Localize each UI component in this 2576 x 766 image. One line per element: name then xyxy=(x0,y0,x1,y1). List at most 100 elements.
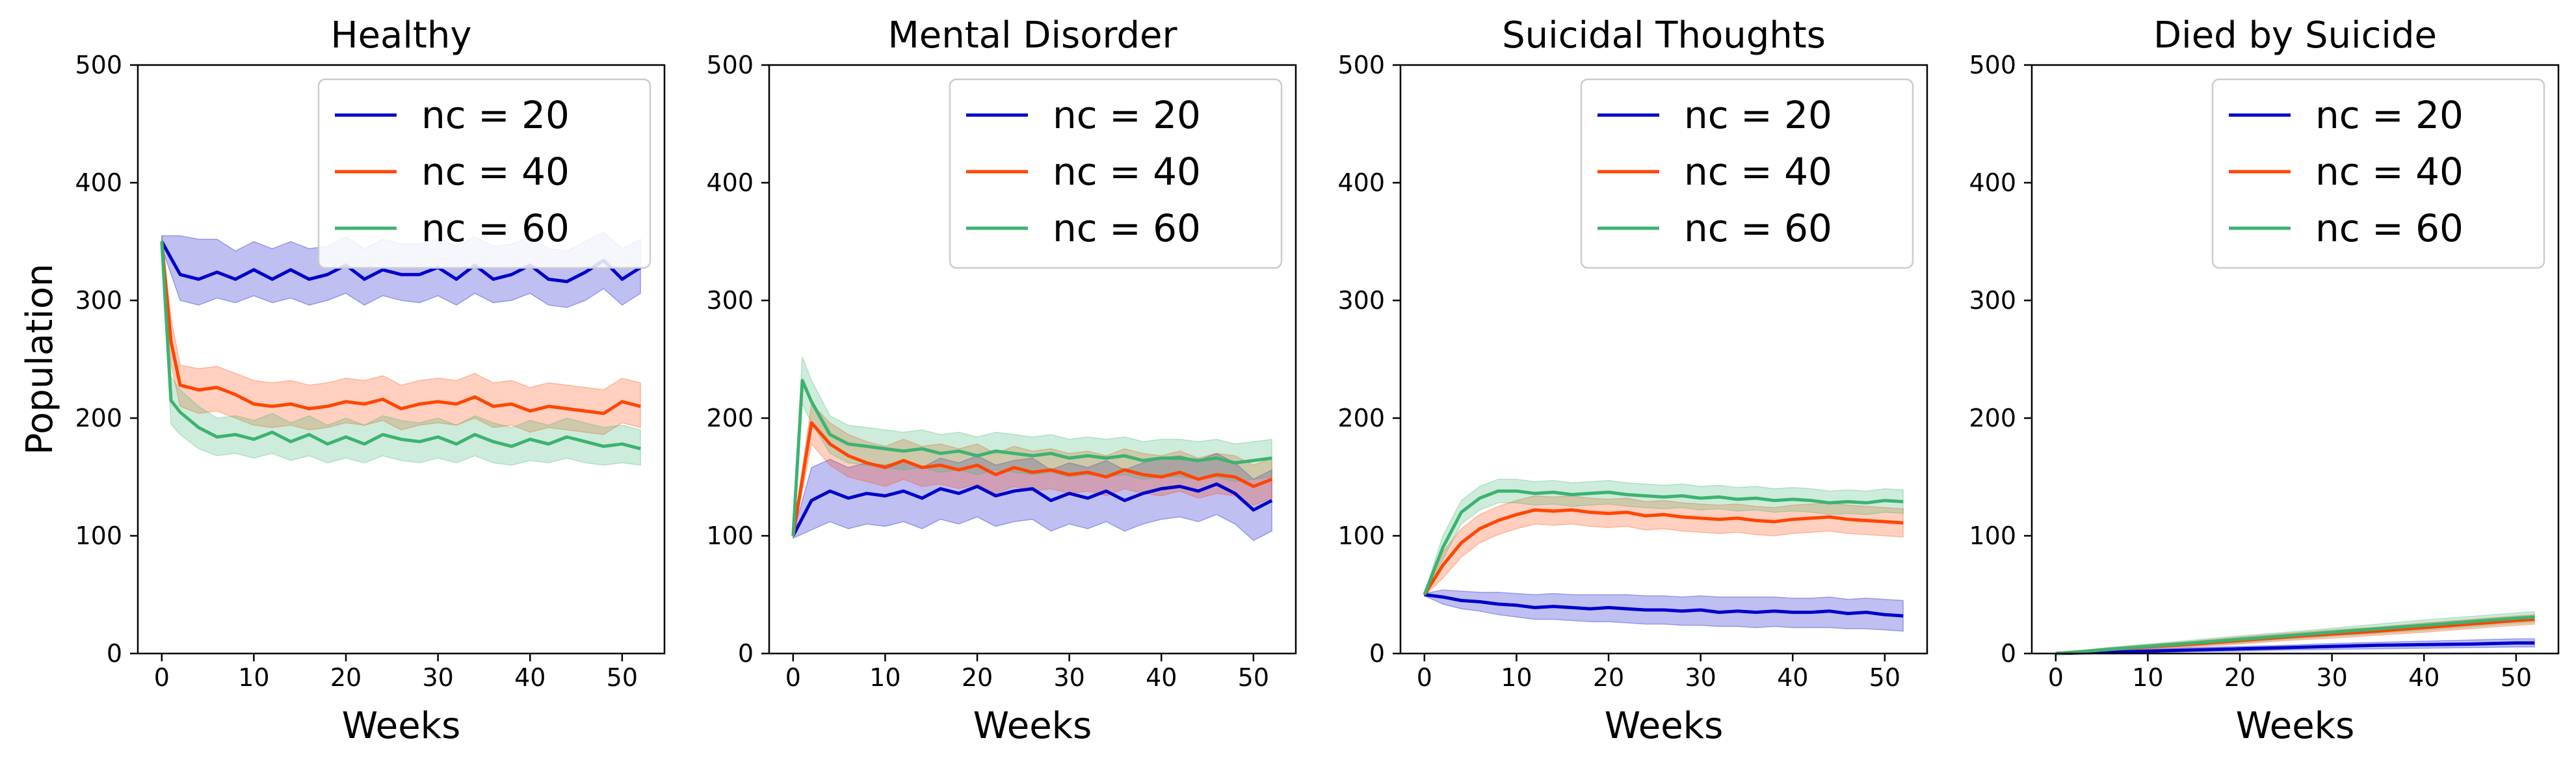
x-axis-label: Weeks xyxy=(973,705,1092,747)
y-tick-label: 500 xyxy=(1337,51,1385,79)
x-tick-label: 30 xyxy=(1053,663,1084,692)
x-tick-label: 0 xyxy=(1417,663,1432,692)
axes-frame xyxy=(2031,64,2560,655)
series-line-3 xyxy=(791,378,1272,536)
x-tick-label: 10 xyxy=(2132,663,2163,692)
legend: nc = 20 nc = 40 nc = 60 xyxy=(949,78,1283,269)
series-line-3 xyxy=(2055,615,2535,655)
confidence-band-series-3 xyxy=(793,356,1272,538)
x-axis-label: Weeks xyxy=(1605,705,1724,747)
x-tick-label: 10 xyxy=(238,663,269,692)
legend-label: nc = 20 xyxy=(421,93,570,137)
y-tick-label: 100 xyxy=(1337,522,1385,550)
y-tick-label: 100 xyxy=(706,522,754,550)
legend: nc = 20 nc = 40 nc = 60 xyxy=(317,78,651,269)
x-tick-label: 30 xyxy=(2316,663,2347,692)
legend-label: nc = 40 xyxy=(421,150,570,194)
x-axis-label: Weeks xyxy=(2236,705,2355,747)
x-tick-label: 50 xyxy=(607,663,638,692)
y-tick-label: 100 xyxy=(1969,522,2016,550)
legend-label: nc = 60 xyxy=(1053,206,1201,250)
y-tick-label: 500 xyxy=(706,51,754,79)
y-tick-label: 200 xyxy=(1969,404,2016,432)
y-tick-label: 400 xyxy=(75,168,122,197)
series-line-2 xyxy=(791,421,1273,536)
y-tick-label: 400 xyxy=(706,168,754,197)
series-line-1 xyxy=(1424,593,1904,618)
axes-frame xyxy=(768,64,1297,655)
axes-frame xyxy=(137,64,666,655)
x-tick-label: 30 xyxy=(422,663,453,692)
series-line-1 xyxy=(160,241,642,284)
y-tick-label: 0 xyxy=(1369,639,1385,668)
chart-panel-1: 0 10 20 30 40 500100200300400500HealthyWeeksP… xyxy=(19,14,666,747)
y-tick-label: 300 xyxy=(1969,286,2016,315)
chart-title: Healthy xyxy=(330,14,471,57)
legend-label: nc = 60 xyxy=(1684,206,1832,250)
series-line-2 xyxy=(160,241,641,416)
y-tick-label: 0 xyxy=(107,639,122,668)
chart-title: Died by Suicide xyxy=(2153,14,2437,57)
x-tick-label: 50 xyxy=(1869,663,1900,692)
legend-box xyxy=(1580,78,1914,269)
y-tick-label: 300 xyxy=(75,286,122,315)
y-tick-label: 500 xyxy=(1969,51,2016,79)
y-tick-label: 200 xyxy=(706,404,754,432)
axes-frame xyxy=(1399,64,1928,655)
legend-box xyxy=(2211,78,2545,269)
legend-label: nc = 20 xyxy=(1684,93,1832,137)
x-tick-label: 10 xyxy=(869,663,900,692)
x-tick-label: 30 xyxy=(1685,663,1716,692)
y-tick-label: 200 xyxy=(75,404,122,432)
x-tick-label: 0 xyxy=(154,663,170,692)
x-tick-label: 10 xyxy=(1501,663,1532,692)
legend-label: nc = 60 xyxy=(421,206,570,250)
x-tick-label: 50 xyxy=(2501,663,2532,692)
legend-box xyxy=(317,78,651,269)
y-tick-label: 300 xyxy=(1337,286,1385,315)
x-tick-label: 40 xyxy=(1777,663,1808,692)
x-tick-label: 40 xyxy=(2408,663,2439,692)
y-tick-label: 500 xyxy=(75,51,122,79)
legend: nc = 20 nc = 40 nc = 60 xyxy=(1580,78,1914,269)
x-axis-label: Weeks xyxy=(342,705,461,747)
y-tick-label: 0 xyxy=(2001,639,2016,668)
legend-label: nc = 20 xyxy=(2315,93,2464,137)
legend-label: nc = 20 xyxy=(1053,93,1201,137)
x-tick-label: 20 xyxy=(962,663,993,692)
series-line-1 xyxy=(2055,641,2535,655)
legend-box xyxy=(949,78,1283,269)
y-tick-label: 400 xyxy=(1969,168,2016,197)
x-tick-label: 20 xyxy=(2224,663,2255,692)
y-tick-label: 200 xyxy=(1337,404,1385,432)
y-tick-label: 0 xyxy=(738,639,754,668)
x-tick-label: 50 xyxy=(1238,663,1269,692)
series-line-3 xyxy=(1423,489,1904,596)
y-tick-label: 400 xyxy=(1337,168,1385,197)
y-tick-label: 300 xyxy=(706,286,754,315)
series-line-1 xyxy=(791,482,1273,537)
x-tick-label: 20 xyxy=(1593,663,1624,692)
x-tick-label: 40 xyxy=(1146,663,1177,692)
series-line-2 xyxy=(1423,508,1904,596)
legend-label: nc = 40 xyxy=(1053,150,1201,194)
chart-title: Suicidal Thoughts xyxy=(1502,14,1826,57)
legend-label: nc = 60 xyxy=(2315,206,2464,250)
legend: nc = 20 nc = 40 nc = 60 xyxy=(2211,78,2545,269)
y-axis-label: Population xyxy=(19,263,61,455)
x-tick-label: 0 xyxy=(2048,663,2064,692)
y-tick-label: 100 xyxy=(75,522,122,550)
x-tick-label: 0 xyxy=(785,663,801,692)
confidence-band-series-2 xyxy=(161,235,641,436)
x-tick-label: 40 xyxy=(514,663,545,692)
series-line-3 xyxy=(160,241,641,451)
x-tick-label: 20 xyxy=(330,663,361,692)
legend-label: nc = 40 xyxy=(1684,150,1832,194)
confidence-band-series-3 xyxy=(1424,479,1904,596)
legend-label: nc = 40 xyxy=(2315,150,2464,194)
chart-title: Mental Disorder xyxy=(887,14,1177,57)
